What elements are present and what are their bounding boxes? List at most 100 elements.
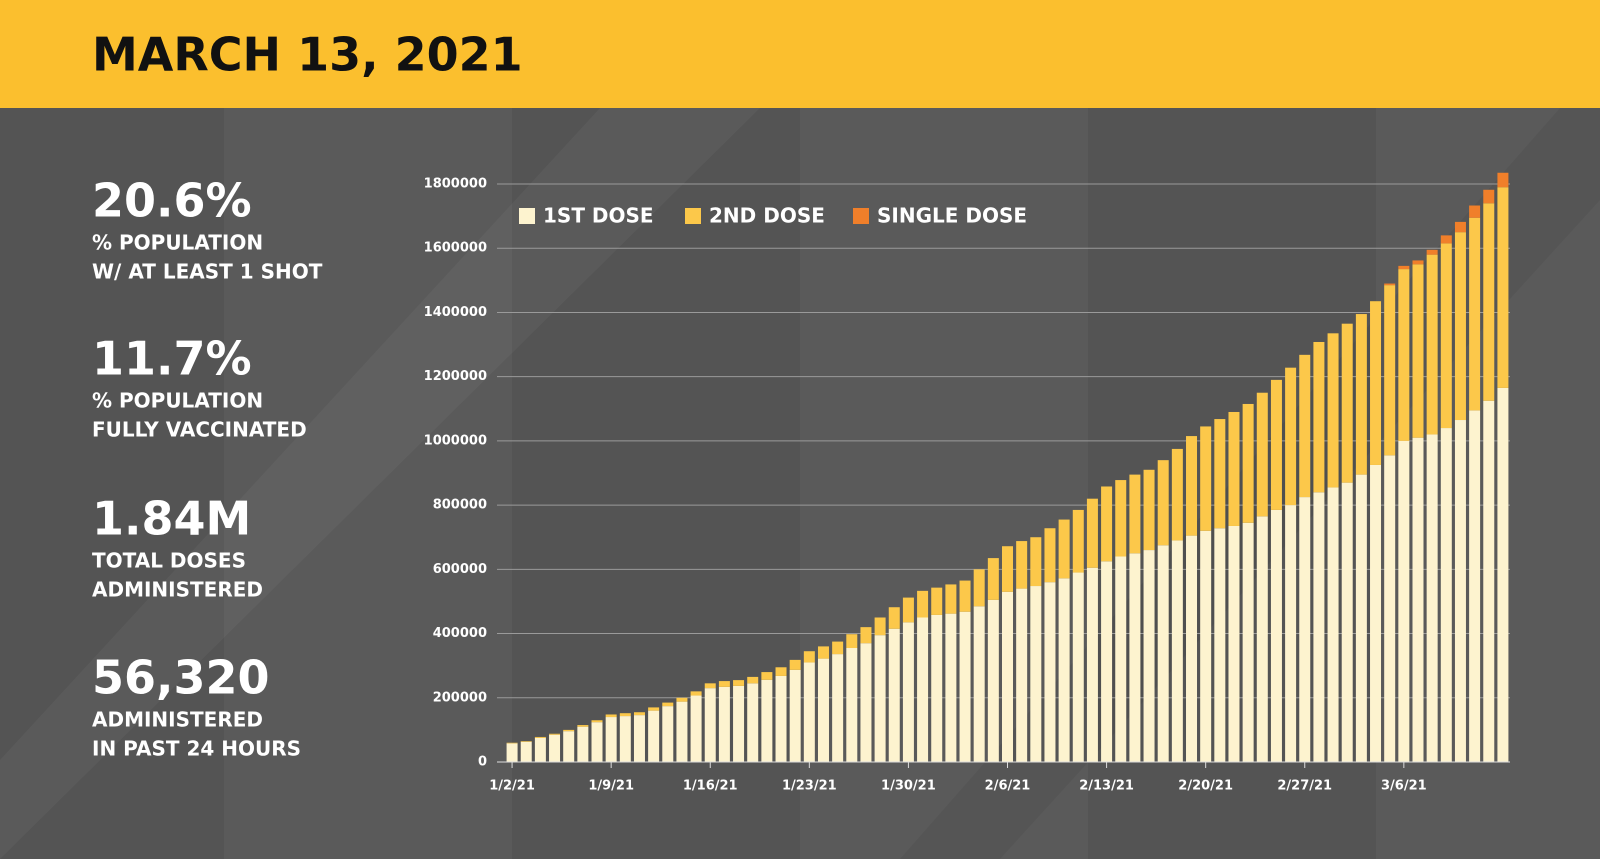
- x-tick-label: 1/2/21: [489, 779, 535, 794]
- bar-segment: [1327, 333, 1339, 488]
- bar-segment: [832, 641, 844, 655]
- bar-segment: [860, 643, 872, 762]
- bar-segment: [1313, 492, 1325, 762]
- stat-value: 1.84M: [92, 492, 251, 546]
- bar-segment: [917, 617, 929, 762]
- bar-segment: [1497, 172, 1509, 188]
- x-tick-label: 1/30/21: [881, 779, 936, 794]
- bar-segment: [1313, 341, 1325, 493]
- bar-segment: [888, 628, 900, 762]
- y-tick-label: 400000: [433, 626, 487, 641]
- bar-segment: [648, 707, 660, 711]
- stat-value: 56,320: [92, 651, 270, 705]
- bar-segment: [549, 734, 561, 762]
- y-tick-label: 1800000: [424, 177, 487, 192]
- bar-segment: [761, 672, 773, 680]
- x-tick-label: 2/13/21: [1079, 779, 1134, 794]
- bar-segment: [775, 675, 787, 762]
- bar-segment: [1426, 249, 1438, 255]
- bar-segment: [832, 654, 844, 762]
- bar-segment: [605, 714, 617, 718]
- bar-segment: [1086, 567, 1098, 762]
- x-tick-label: 2/27/21: [1277, 779, 1332, 794]
- bar-segment: [860, 627, 872, 644]
- bar-segment: [1171, 448, 1183, 541]
- bar-segment: [534, 736, 546, 738]
- bar-segment: [1256, 392, 1268, 517]
- bar-segment: [1002, 546, 1013, 592]
- bar-segment: [1398, 265, 1410, 270]
- bar-segment: [1454, 420, 1466, 762]
- bar-segment: [619, 713, 631, 717]
- bar-segment: [917, 590, 929, 618]
- bar-segment: [1384, 455, 1396, 762]
- bar-segment: [733, 685, 745, 762]
- bar-segment: [1469, 217, 1481, 411]
- x-tick-label: 2/6/21: [985, 779, 1031, 794]
- stat-label: TOTAL DOSES: [92, 549, 246, 573]
- bar-segment: [591, 720, 603, 723]
- bar-segment: [1030, 537, 1042, 587]
- bar-segment: [1115, 480, 1127, 557]
- bar-segment: [1044, 528, 1056, 583]
- bar-segment: [1285, 367, 1297, 506]
- stat-label: W/ AT LEAST 1 SHOT: [92, 260, 323, 284]
- bar-segment: [1214, 419, 1226, 529]
- bar-segment: [1101, 561, 1113, 762]
- bar-segment: [605, 717, 617, 762]
- bar-segment: [1157, 460, 1169, 546]
- stat-value: 20.6%: [92, 174, 252, 228]
- header-title: MARCH 13, 2021: [92, 28, 523, 82]
- stat-label: ADMINISTERED: [92, 708, 263, 732]
- bar-segment: [1256, 516, 1268, 762]
- bar-segment: [945, 584, 957, 614]
- bar-segment: [874, 617, 886, 636]
- y-tick-label: 1000000: [424, 433, 487, 448]
- bar-segment: [1469, 205, 1481, 218]
- bar-segment: [931, 587, 943, 615]
- bar-segment: [1129, 474, 1141, 554]
- bar-segment: [577, 725, 589, 727]
- bar-segment: [874, 635, 886, 762]
- bar-segment: [633, 715, 645, 762]
- bar-segment: [1341, 482, 1353, 762]
- bar-segment: [690, 691, 702, 696]
- bar-segment: [1016, 588, 1028, 762]
- bar-segment: [563, 729, 575, 732]
- bar-segment: [1228, 525, 1240, 762]
- diagonal: [0, 108, 760, 859]
- bar-segment: [676, 701, 688, 762]
- legend-swatch: [519, 208, 535, 224]
- bar-segment: [931, 614, 943, 762]
- panel: [224, 108, 512, 859]
- bar-segment: [1370, 464, 1382, 762]
- stat-label: ADMINISTERED: [92, 578, 263, 602]
- bar-segment: [1384, 285, 1396, 456]
- stat-value: 11.7%: [92, 332, 252, 386]
- bar-segment: [718, 681, 730, 687]
- bar-segment: [1186, 436, 1198, 536]
- bar-segment: [902, 622, 914, 762]
- bar-segment: [817, 658, 829, 762]
- bar-segment: [945, 613, 957, 762]
- bar-segment: [1171, 540, 1183, 762]
- bar-segment: [846, 634, 858, 649]
- bar-segment: [633, 712, 645, 716]
- bar-segment: [1072, 509, 1084, 573]
- bar-segment: [704, 688, 716, 762]
- bar-segment: [1355, 474, 1367, 762]
- bar-segment: [1101, 486, 1113, 562]
- bar-segment: [1327, 487, 1339, 762]
- legend-swatch: [685, 208, 701, 224]
- bar-segment: [1086, 498, 1098, 568]
- bar-segment: [1299, 497, 1311, 762]
- y-tick-label: 800000: [433, 498, 487, 513]
- bar-segment: [1426, 254, 1438, 435]
- bar-segment: [1412, 264, 1424, 438]
- bar-segment: [1454, 221, 1466, 233]
- bar-segment: [1129, 553, 1141, 762]
- bar-segment: [1186, 535, 1198, 762]
- bar-segment: [1454, 232, 1466, 421]
- y-tick-label: 1400000: [424, 305, 487, 320]
